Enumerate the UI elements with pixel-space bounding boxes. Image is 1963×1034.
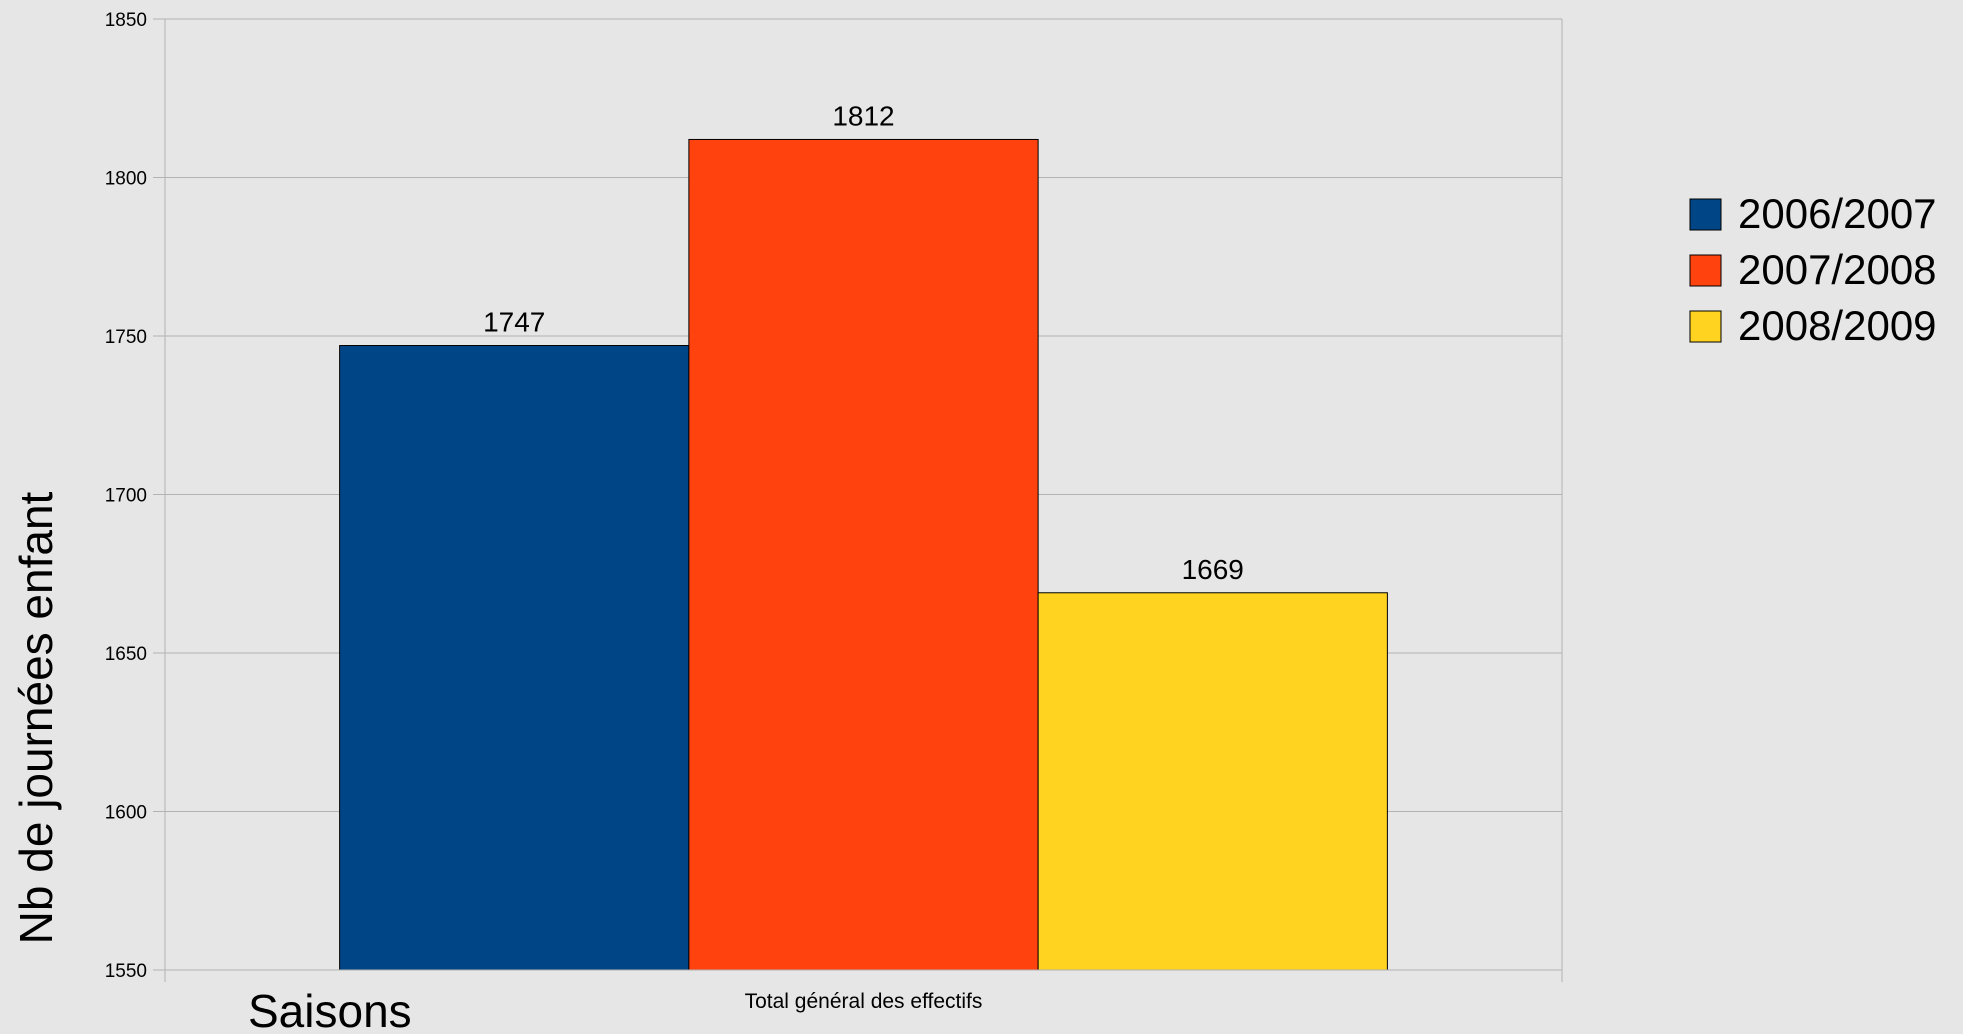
bar-2007-2008 xyxy=(688,138,1039,971)
y-tick-label: 1850 xyxy=(105,10,147,31)
bar-value-label: 1747 xyxy=(483,307,545,338)
y-tick-label: 1650 xyxy=(105,644,147,665)
legend-swatch xyxy=(1689,198,1722,231)
y-tick-label: 1750 xyxy=(105,327,147,348)
x-category-label: Total général des effectifs xyxy=(745,990,983,1013)
bar-2006-2007 xyxy=(339,345,690,971)
legend: 2006/2007 2007/2008 2008/2009 xyxy=(1689,190,1937,349)
y-axis-title: Nb de journées enfant xyxy=(10,491,62,944)
data-labels: 1747 1812 1669 xyxy=(483,100,1244,584)
legend-label: 2007/2008 xyxy=(1738,246,1937,293)
x-axis-title: Saisons xyxy=(248,985,412,1034)
bars xyxy=(339,138,1388,971)
bar-2008-2009 xyxy=(1037,592,1388,971)
legend-label: 2008/2009 xyxy=(1738,302,1937,349)
bar-value-label: 1669 xyxy=(1182,554,1244,585)
y-tick-label: 1800 xyxy=(105,169,147,190)
x-axis-categories: Total général des effectifs xyxy=(745,990,983,1013)
y-tick-label: 1600 xyxy=(105,803,147,824)
axes xyxy=(164,19,1563,982)
legend-swatch xyxy=(1689,310,1722,343)
y-tick-label: 1700 xyxy=(105,486,147,507)
legend-label: 2006/2007 xyxy=(1738,190,1937,237)
legend-swatch xyxy=(1689,254,1722,287)
y-tick-label: 1550 xyxy=(105,961,147,982)
bar-value-label: 1812 xyxy=(832,100,894,131)
y-axis-ticks: 1550 1600 1650 1700 1750 1800 1850 xyxy=(105,10,147,982)
